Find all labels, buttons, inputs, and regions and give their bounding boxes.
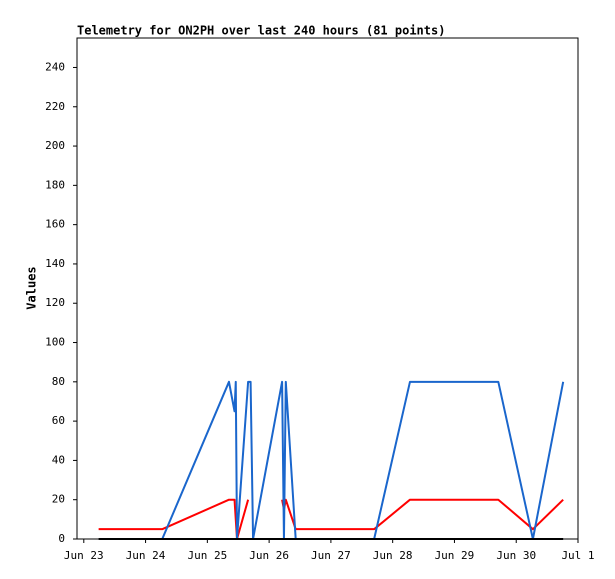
x-tick-label: Jun 23 — [64, 549, 104, 562]
x-tick-label: Jun 27 — [311, 549, 351, 562]
y-tick-label: 120 — [45, 296, 65, 309]
y-tick-label: 0 — [58, 532, 65, 545]
x-tick-label: Jun 30 — [496, 549, 536, 562]
y-axis-label: Values — [25, 266, 39, 309]
x-tick-label: Jun 25 — [187, 549, 227, 562]
chart-title: Telemetry for ON2PH over last 240 hours … — [77, 24, 445, 38]
y-tick-label: 200 — [45, 139, 65, 152]
series-line — [98, 498, 564, 540]
y-tick-label: 20 — [52, 493, 65, 506]
y-tick-label: 180 — [45, 178, 65, 191]
x-tick-label: Jul 1 — [561, 549, 594, 562]
x-tick-label: Jun 29 — [435, 549, 475, 562]
y-tick-label: 140 — [45, 257, 65, 270]
y-tick-label: 100 — [45, 336, 65, 349]
x-tick-label: Jun 24 — [126, 549, 166, 562]
series-line — [161, 380, 565, 540]
x-tick-label: Jun 26 — [249, 549, 289, 562]
y-tick-label: 240 — [45, 60, 65, 73]
y-tick-label: 60 — [52, 414, 65, 427]
plot-frame — [76, 37, 579, 540]
y-tick-label: 220 — [45, 100, 65, 113]
y-tick-label: 160 — [45, 218, 65, 231]
x-tick-label: Jun 28 — [373, 549, 413, 562]
y-tick-label: 80 — [52, 375, 65, 388]
y-tick-label: 40 — [52, 453, 65, 466]
